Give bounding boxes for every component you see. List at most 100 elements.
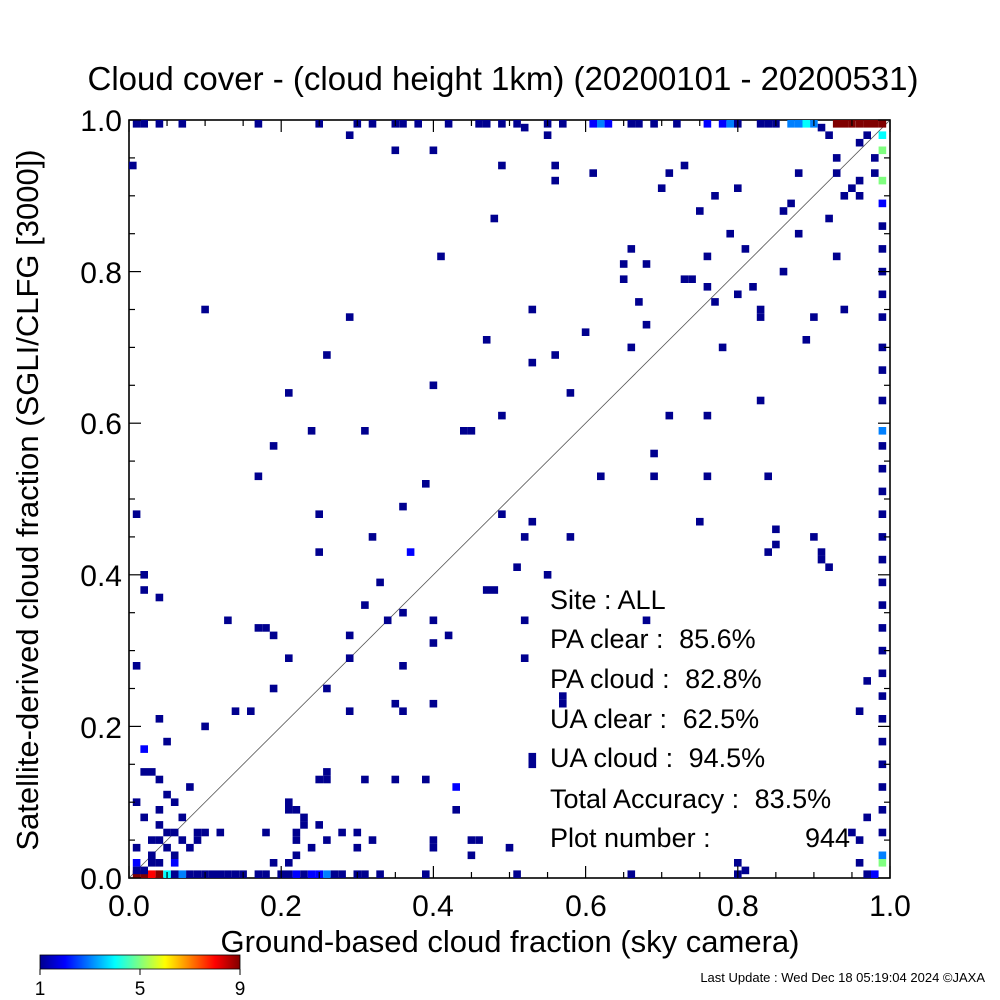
heatmap-cell-65 [361,775,369,784]
heatmap-cell-62 [353,828,362,837]
heatmap-cell-226 [399,120,407,128]
heatmap-cell-266 [132,870,141,878]
heatmap-cell-115 [581,328,590,336]
heatmap-cell-37 [254,472,263,481]
heatmap-cell-136 [703,283,712,291]
heatmap-cell-1 [132,510,141,518]
heatmap-cell-192 [878,313,887,321]
x-axis: 0.0 0.2 0.4 0.6 0.8 1.0 Ground-based clo… [108,890,911,959]
stat-plot-number: Plot number : 944 [550,823,850,853]
heatmap-cell-75 [406,548,415,556]
heatmap-cell-4 [132,843,141,852]
one-to-one-line [128,119,891,879]
heatmap-cell-113 [566,389,575,397]
heatmap-cell-96 [498,510,506,518]
heatmap-cell-199 [878,487,887,496]
heatmap-cell-318 [285,859,293,867]
heatmap-cell-59 [345,707,354,715]
heatmap-cell-41 [262,828,270,837]
heatmap-cell-268 [148,870,156,878]
heatmap-cell-169 [832,154,841,162]
heatmap-cell-117 [597,472,605,481]
heatmap-cell-175 [855,707,864,715]
heatmap-cell-129 [665,169,674,177]
heatmap-cell-29 [201,305,209,314]
heatmap-cell-261 [391,146,400,155]
heatmap-cell-69 [391,699,400,708]
heatmap-cell-217 [132,120,141,128]
heatmap-cell-44 [285,798,293,806]
heatmap-cell-314 [323,836,331,844]
heatmap-cell-85 [452,783,460,791]
heatmap-cell-291 [338,870,346,878]
heatmap-cell-196 [878,427,887,435]
heatmap-cell-289 [323,870,331,878]
heatmap-cell-43 [285,654,293,662]
heatmap-cell-324 [734,859,742,867]
heatmap-cell-173 [855,176,864,185]
heatmap-cell-295 [422,870,430,878]
y-tick-label-4: 0.8 [80,257,122,290]
heatmap-cell-0 [129,161,137,170]
heatmap-cell-296 [513,870,521,878]
heatmap-cell-31 [216,828,225,837]
heatmap-cell-191 [878,290,887,299]
heatmap-cell-240 [650,120,658,128]
heatmap-cell-260 [345,131,354,139]
heatmap-cell-63 [361,427,369,435]
heatmap-cell-306 [163,843,171,852]
heatmap-cell-171 [848,184,856,192]
heatmap-cell-239 [635,120,643,128]
heatmap-cell-176 [863,813,871,822]
heatmap-cell-52 [323,684,331,693]
heatmap-cell-139 [703,252,712,261]
heatmap-cell-227 [414,120,422,128]
heatmap-cell-46 [292,828,301,837]
heatmap-cell-101 [520,533,529,541]
heatmap-cell-105 [528,752,537,761]
heatmap-cell-293 [361,870,369,878]
heatmap-cell-319 [292,806,301,814]
heatmap-cell-208 [878,692,887,700]
heatmap-cell-267 [140,870,148,878]
heatmap-cell-219 [155,120,164,128]
heatmap-cell-49 [315,510,323,518]
heatmap-cell-97 [505,843,514,852]
heatmap-cell-12 [148,836,156,844]
heatmap-cell-265 [543,131,552,139]
heatmap-cells [129,120,887,878]
heatmap-cell-174 [863,677,871,685]
heatmap-cell-262 [429,146,438,155]
axis-ticks [128,119,891,879]
heatmap-cell-123 [642,260,651,268]
heatmap-cell-120 [627,245,636,253]
heatmap-cell-53 [323,768,331,776]
heatmap-cell-146 [741,245,750,253]
heatmap-cell-127 [650,472,658,481]
x-tick-label-3: 0.6 [565,890,607,923]
heatmap-cell-39 [269,442,278,450]
heatmap-cell-250 [794,120,803,128]
heatmap-cell-269 [155,870,164,878]
heatmap-cell-164 [817,555,826,564]
heatmap-cell-22 [170,851,179,860]
stat-pa-cloud: PA cloud : 82.8% [550,664,762,694]
heatmap-cell-145 [734,184,742,192]
heatmap-cell-241 [673,120,681,128]
heatmap-cell-60 [323,775,331,784]
heatmap-cell-19 [163,790,171,799]
heatmap-cell-161 [810,313,818,321]
heatmap-cell-236 [597,120,605,128]
heatmap-cell-215 [878,851,887,860]
x-tick-label-1: 0.2 [260,890,302,923]
heatmap-cell-91 [482,336,491,344]
colorbar-gradient [39,954,241,970]
heatmap-cell-112 [559,692,567,700]
heatmap-cell-36 [262,624,270,632]
heatmap-cell-81 [429,699,438,708]
heatmap-cell-154 [772,540,780,549]
heatmap-cell-25 [186,783,194,791]
heatmap-cell-177 [871,169,879,177]
x-tick-label-4: 0.8 [717,890,759,923]
stat-ua-cloud-label: UA cloud : [550,743,673,773]
